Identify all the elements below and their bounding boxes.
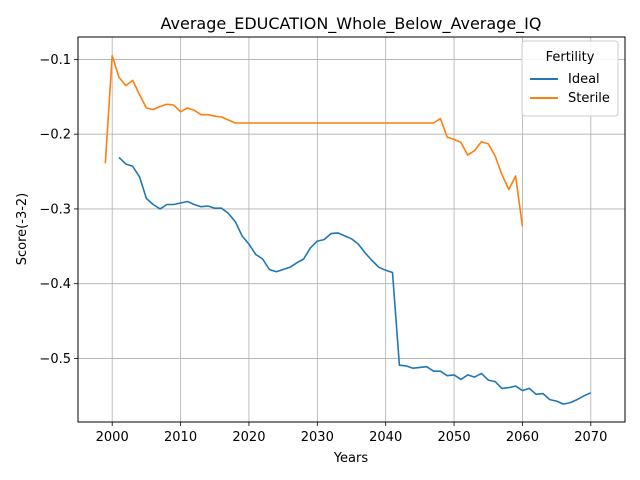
- y-axis-ticks: −0.5 −0.4 −0.3 −0.2 −0.1: [39, 53, 78, 367]
- x-tick-label: 2030: [301, 430, 334, 445]
- y-tick-label: −0.5: [39, 352, 71, 367]
- chart-title: Average_EDUCATION_Whole_Below_Average_IQ: [161, 14, 542, 34]
- series-lines: [104, 54, 592, 405]
- y-axis-label: Score(-3-2): [15, 193, 30, 265]
- legend-title: Fertility: [546, 50, 595, 65]
- y-tick-label: −0.3: [39, 202, 71, 217]
- x-tick-label: 2000: [96, 430, 129, 445]
- x-tick-label: 2070: [574, 430, 607, 445]
- x-tick-label: 2040: [369, 430, 402, 445]
- series-line-sterile: [104, 54, 524, 227]
- y-tick-label: −0.1: [39, 53, 71, 68]
- legend-label-sterile: Sterile: [568, 91, 610, 106]
- x-tick-label: 2010: [164, 430, 197, 445]
- x-axis-label: Years: [333, 451, 369, 466]
- x-tick-label: 2060: [506, 430, 539, 445]
- y-tick-label: −0.4: [39, 277, 71, 292]
- y-tick-label: −0.2: [39, 128, 71, 143]
- x-axis-ticks: 2000 2010 2020 2030 2040 2050 2060 2070: [96, 422, 607, 445]
- series-line-ideal: [118, 156, 592, 405]
- legend-label-ideal: Ideal: [568, 72, 600, 87]
- x-tick-label: 2050: [438, 430, 471, 445]
- x-tick-label: 2020: [232, 430, 265, 445]
- legend: Fertility Ideal Sterile: [521, 40, 619, 117]
- plot-area-frame: [77, 36, 626, 423]
